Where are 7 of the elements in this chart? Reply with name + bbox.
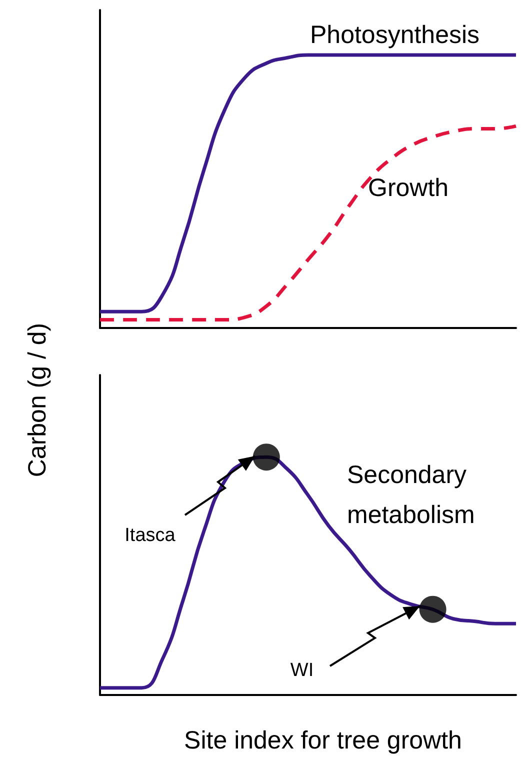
x-axis-title: Site index for tree growth (184, 726, 462, 756)
annotation: Itasca (124, 525, 176, 547)
series-label: Growth (368, 174, 449, 202)
series-label: Secondary metabolism (347, 461, 475, 529)
annotation: WI (289, 660, 315, 682)
series-label: Photosynthesis (310, 21, 480, 49)
y-axis-title: Carbon (g / d) (24, 322, 52, 478)
